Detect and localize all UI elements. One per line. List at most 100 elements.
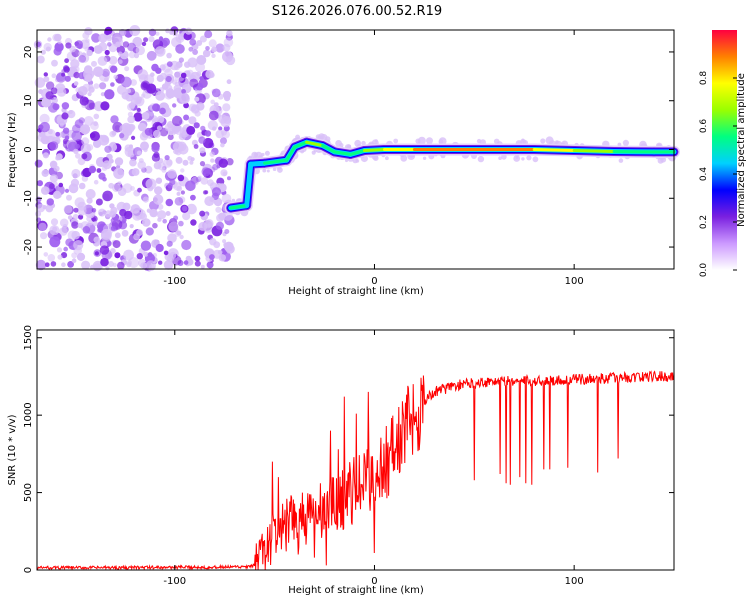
noise-blob bbox=[181, 89, 187, 94]
noise-blob bbox=[40, 232, 48, 240]
noise-blob bbox=[208, 110, 219, 121]
noise-blob bbox=[178, 33, 186, 41]
noise-blob bbox=[145, 178, 157, 190]
noise-blob bbox=[107, 42, 112, 47]
noise-blob bbox=[61, 72, 66, 77]
colorbar-tick-label: 0.2 bbox=[699, 215, 709, 229]
noise-blob bbox=[72, 124, 81, 134]
noise-blob bbox=[47, 253, 56, 262]
noise-blob bbox=[109, 210, 116, 218]
noise-blob bbox=[110, 115, 119, 124]
colorbar-label: Normalized spectral amplitude bbox=[736, 73, 747, 227]
ridge-band-core bbox=[229, 204, 249, 210]
noise-blob bbox=[142, 196, 149, 203]
noise-blob bbox=[217, 250, 223, 255]
noise-blob bbox=[93, 113, 100, 120]
ridge-halo-blob bbox=[498, 156, 502, 160]
heatmap-y-tick-label: 20 bbox=[23, 46, 34, 59]
noise-blob bbox=[185, 180, 196, 192]
noise-blob bbox=[168, 130, 174, 136]
noise-blob bbox=[45, 81, 55, 90]
noise-blob bbox=[80, 124, 91, 135]
snr-y-tick-label: 500 bbox=[23, 483, 34, 502]
noise-blob bbox=[156, 115, 165, 124]
noise-blob bbox=[78, 182, 86, 190]
noise-blob bbox=[179, 234, 184, 240]
noise-blob bbox=[151, 153, 160, 162]
noise-blob bbox=[79, 96, 89, 106]
noise-blob bbox=[185, 27, 193, 35]
noise-blob bbox=[130, 79, 138, 86]
noise-blob bbox=[93, 179, 99, 185]
noise-blob bbox=[209, 238, 217, 246]
heatmap-x-tick-label: 0 bbox=[371, 276, 377, 287]
noise-blob bbox=[158, 49, 164, 55]
noise-blob bbox=[126, 260, 132, 266]
noise-blob bbox=[218, 126, 223, 131]
snr-y-tick-label: 0 bbox=[23, 567, 34, 573]
noise-blob bbox=[114, 252, 121, 259]
noise-blob bbox=[99, 245, 110, 255]
noise-blob bbox=[215, 221, 224, 230]
noise-blob bbox=[156, 125, 163, 131]
noise-blob bbox=[104, 145, 112, 153]
noise-blob bbox=[211, 46, 218, 53]
noise-blob bbox=[136, 107, 141, 112]
noise-blob bbox=[104, 26, 113, 35]
noise-blob bbox=[41, 186, 50, 195]
noise-blob bbox=[179, 93, 190, 104]
noise-blob bbox=[71, 258, 77, 264]
noise-blob bbox=[178, 220, 184, 227]
noise-blob bbox=[222, 51, 233, 63]
noise-blob bbox=[148, 28, 157, 37]
noise-blob bbox=[95, 198, 103, 206]
noise-blob bbox=[102, 190, 113, 202]
noise-blob bbox=[85, 38, 90, 43]
snr-x-ticks: -100 0 100 bbox=[163, 330, 584, 587]
noise-blob bbox=[211, 187, 222, 197]
noise-blob bbox=[180, 168, 185, 173]
noise-blob bbox=[71, 221, 79, 229]
snr-x-tick-label: 100 bbox=[565, 576, 584, 587]
noise-blob bbox=[137, 187, 142, 193]
noise-blob bbox=[104, 49, 110, 56]
noise-blob bbox=[78, 55, 87, 63]
noise-blob bbox=[157, 203, 164, 210]
noise-blob bbox=[218, 158, 228, 168]
noise-blob bbox=[68, 110, 73, 114]
noise-blob bbox=[81, 260, 91, 270]
noise-blob bbox=[43, 42, 52, 52]
noise-blob bbox=[186, 125, 196, 135]
noise-blob bbox=[118, 59, 123, 64]
noise-blob bbox=[172, 79, 178, 85]
noise-blob bbox=[77, 201, 87, 211]
noise-blob bbox=[199, 210, 206, 217]
noise-blob bbox=[127, 42, 136, 52]
ridge-halo-blob bbox=[476, 138, 482, 144]
ridge-halo-blob bbox=[513, 155, 521, 162]
noise-blob bbox=[212, 163, 219, 171]
noise-blob bbox=[98, 172, 106, 180]
noise-blob bbox=[121, 229, 129, 237]
colorbar: 0.0 0.2 0.4 0.6 0.8 Normalized spectral ampl… bbox=[699, 30, 747, 277]
noise-blob bbox=[59, 227, 68, 236]
noise-blob bbox=[215, 129, 224, 139]
noise-blob bbox=[93, 83, 100, 89]
noise-blob bbox=[88, 220, 94, 226]
noise-blob bbox=[142, 218, 151, 227]
noise-blob bbox=[181, 239, 192, 251]
heatmap-x-tick-label: 100 bbox=[565, 276, 584, 287]
noise-blob bbox=[140, 141, 149, 151]
noise-blob bbox=[174, 125, 184, 136]
noise-blob bbox=[68, 183, 79, 194]
heatmap-x-tick-label: -100 bbox=[163, 276, 186, 287]
heatmap-y-tick-label: 0 bbox=[23, 146, 34, 152]
noise-blob bbox=[41, 169, 49, 177]
ridge-halo-blob bbox=[400, 154, 408, 162]
noise-blob bbox=[189, 78, 199, 88]
noise-blob bbox=[118, 51, 123, 57]
noise-blob bbox=[209, 72, 215, 78]
noise-blob bbox=[63, 246, 68, 252]
noise-blob bbox=[205, 46, 210, 51]
noise-blob bbox=[183, 260, 189, 265]
